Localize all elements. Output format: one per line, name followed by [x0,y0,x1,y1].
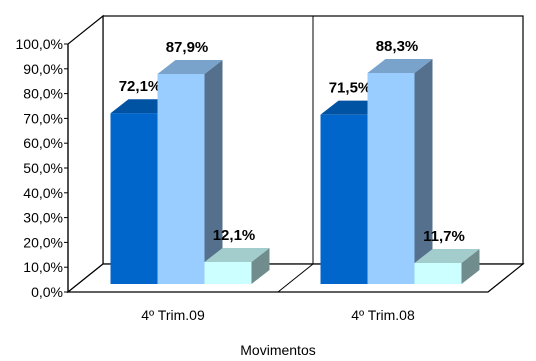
y-tick-label: 90,0% [23,61,63,77]
bar-top [367,59,433,74]
data-label: 11,7% [423,228,465,245]
data-label: 71,5% [329,80,372,97]
data-label: 12,1% [213,227,256,244]
bar-front [414,262,462,284]
x-category-label: 4º Trim.08 [351,307,415,323]
x-category-label: 4º Trim.09 [141,307,205,323]
data-label: 72,1% [119,78,162,95]
bar-side [204,60,223,285]
x-axis-title: Movimentos [240,342,315,358]
y-tick-label: 70,0% [23,110,63,126]
y-tick-label: 0,0% [31,284,63,300]
category-divider-floor [277,263,314,293]
bars: 72,1% 87,9% 12,1% 71,5% 88,3% 11,7% [110,38,480,285]
side-wall [67,14,104,294]
bar-top [157,60,223,75]
y-tick-label: 80,0% [23,86,63,102]
y-tick-label: 20,0% [23,234,63,250]
data-label: 88,3% [376,38,419,55]
bar-side [414,59,433,285]
y-tick-label: 100,0% [16,36,63,52]
y-tick-label: 50,0% [23,160,63,176]
bar-top [204,247,270,262]
bar-side [251,247,270,284]
bar-front [110,113,158,284]
bar-front [367,73,415,285]
data-label: 87,9% [166,39,209,56]
bar-front [204,261,252,284]
y-tick-label: 10,0% [23,259,63,275]
x-axis: 4º Trim.09 4º Trim.08 [141,307,415,323]
y-tick-label: 40,0% [23,185,63,201]
bar-front [157,74,205,285]
bar-top [414,248,480,263]
bar-side [461,248,480,284]
bar-front [320,114,368,285]
y-tick-label: 30,0% [23,210,63,226]
y-tick-label: 60,0% [23,135,63,151]
y-axis: 0,0% 10,0% 20,0% 30,0% 40,0% 50,0% 60,0% 70,0% 8… [16,36,69,300]
